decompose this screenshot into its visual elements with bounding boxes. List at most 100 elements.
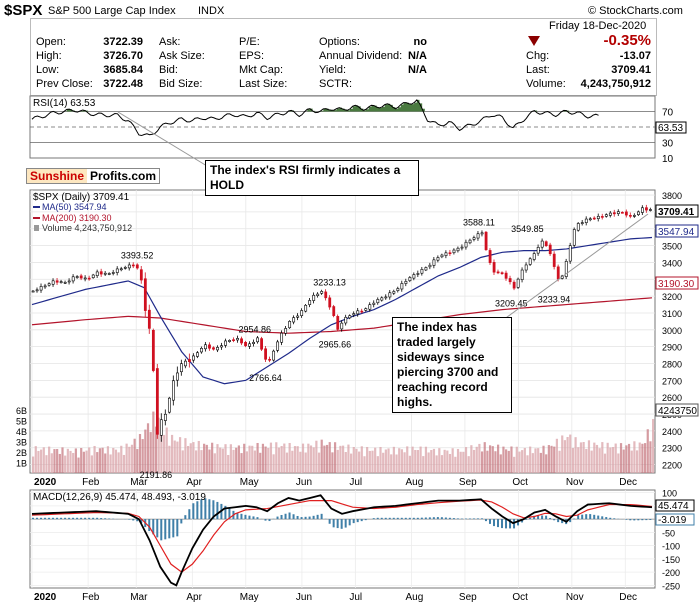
volume-bar [312, 447, 315, 473]
volume-bar [606, 442, 609, 473]
candle-body [520, 269, 524, 280]
volume-bar [69, 450, 72, 473]
macd-hist-bar [436, 517, 439, 520]
macd-hist-bar [557, 519, 560, 523]
volume-bar [403, 452, 406, 473]
last-label: Last: [526, 64, 550, 76]
volume-ytick: 1B [16, 459, 27, 469]
volume-bar [328, 442, 331, 473]
macd-hist-bar [156, 519, 159, 538]
month-label: May [240, 592, 259, 603]
candle-body [584, 218, 588, 223]
candle-body [208, 344, 211, 349]
month-label: Aug [405, 592, 423, 603]
price-ytick: 2900 [662, 343, 682, 353]
volume-bar [617, 453, 620, 473]
candle-body [620, 212, 624, 214]
candle-body [464, 241, 468, 248]
volume-bar [293, 446, 297, 473]
candle-body [360, 310, 364, 313]
candle-body [87, 277, 91, 280]
candle-body [468, 239, 472, 244]
macd-hist-bar [589, 514, 592, 520]
volume-bar [531, 453, 534, 473]
volume-bar [58, 453, 61, 473]
macd-line [31, 494, 653, 587]
sctr-label: SCTR: [319, 78, 352, 90]
macd-hist-bar [400, 517, 403, 520]
rsi-panel: RSI(14) 63.53 70503010 63.53 [29, 95, 687, 165]
volume-bar [440, 455, 444, 473]
candle-body [645, 207, 648, 211]
candle-body [632, 215, 636, 217]
volume-bar [387, 448, 390, 473]
macd-hist-bar [388, 517, 391, 520]
credit: © StockCharts.com [588, 5, 683, 17]
macd-panel: 100500-50-100-150-200-250 MACD(12,26,9) … [29, 489, 695, 591]
price-callout: The index has traded largely sideways si… [392, 317, 512, 413]
macd-hist-bar [641, 519, 644, 521]
candle-body [588, 218, 592, 221]
macd-hist-bar [488, 519, 491, 524]
volume-bar [619, 443, 623, 473]
volume-bar [566, 437, 569, 473]
pe-label: P/E: [239, 36, 260, 48]
macd-hist-bar [472, 518, 475, 520]
volume-bar [211, 442, 214, 473]
rsi-callout: The index's RSI firmly indicates a HOLD [205, 160, 419, 196]
candle-body [400, 283, 404, 290]
candle-body [119, 268, 123, 271]
candle-body [580, 222, 584, 224]
candle-body [240, 338, 243, 344]
yield-value: N/A [408, 64, 427, 76]
volume-bar [114, 449, 118, 473]
volume-bar [267, 448, 270, 473]
candle-body [564, 261, 568, 277]
volume-bar [235, 447, 238, 473]
volume-bar [229, 444, 232, 473]
price-ytick: 3000 [662, 326, 682, 336]
volume-bar [184, 438, 187, 473]
candle-body [428, 264, 432, 268]
candle-body [500, 272, 504, 274]
volume-bar [475, 446, 478, 473]
volume-bar [539, 452, 542, 473]
candle-body [488, 250, 492, 263]
candle-body [260, 338, 263, 350]
macd-hist-bar [380, 517, 383, 520]
candle-body [35, 289, 39, 292]
candle-body [649, 209, 652, 211]
candle-body [628, 215, 632, 217]
macd-hist-bar [300, 517, 303, 520]
macd-hist-bar [184, 515, 187, 520]
volume-bar [443, 449, 446, 473]
candle-body [59, 281, 63, 283]
macd-hist-bar [76, 517, 79, 520]
candle-body [228, 340, 231, 342]
volume-bar [227, 454, 230, 473]
volume-bar [491, 446, 494, 473]
vol-last-label: 4243750 [658, 406, 697, 417]
price-ytick: 3400 [662, 258, 682, 268]
month-label: 2020 [34, 592, 57, 603]
volume-bar [392, 446, 395, 473]
macd-hist-bar [468, 518, 471, 520]
candle-body [123, 267, 127, 269]
macd-hist-bar [104, 518, 107, 520]
volume-bar [534, 448, 537, 473]
volume-bar [451, 448, 454, 473]
candle-body [176, 372, 179, 381]
volume-ytick: 4B [16, 427, 27, 437]
volume-bar [146, 423, 150, 473]
volume-bar [34, 446, 37, 473]
volume-bar [630, 450, 633, 473]
candle-body [308, 300, 312, 305]
volume-bar [486, 450, 489, 473]
candle-body [480, 232, 484, 235]
volume-bar [272, 454, 275, 473]
volume-bar [106, 446, 110, 473]
macd-hist-bar [168, 519, 171, 539]
volume-bar [558, 450, 561, 473]
candle-body [492, 262, 496, 273]
